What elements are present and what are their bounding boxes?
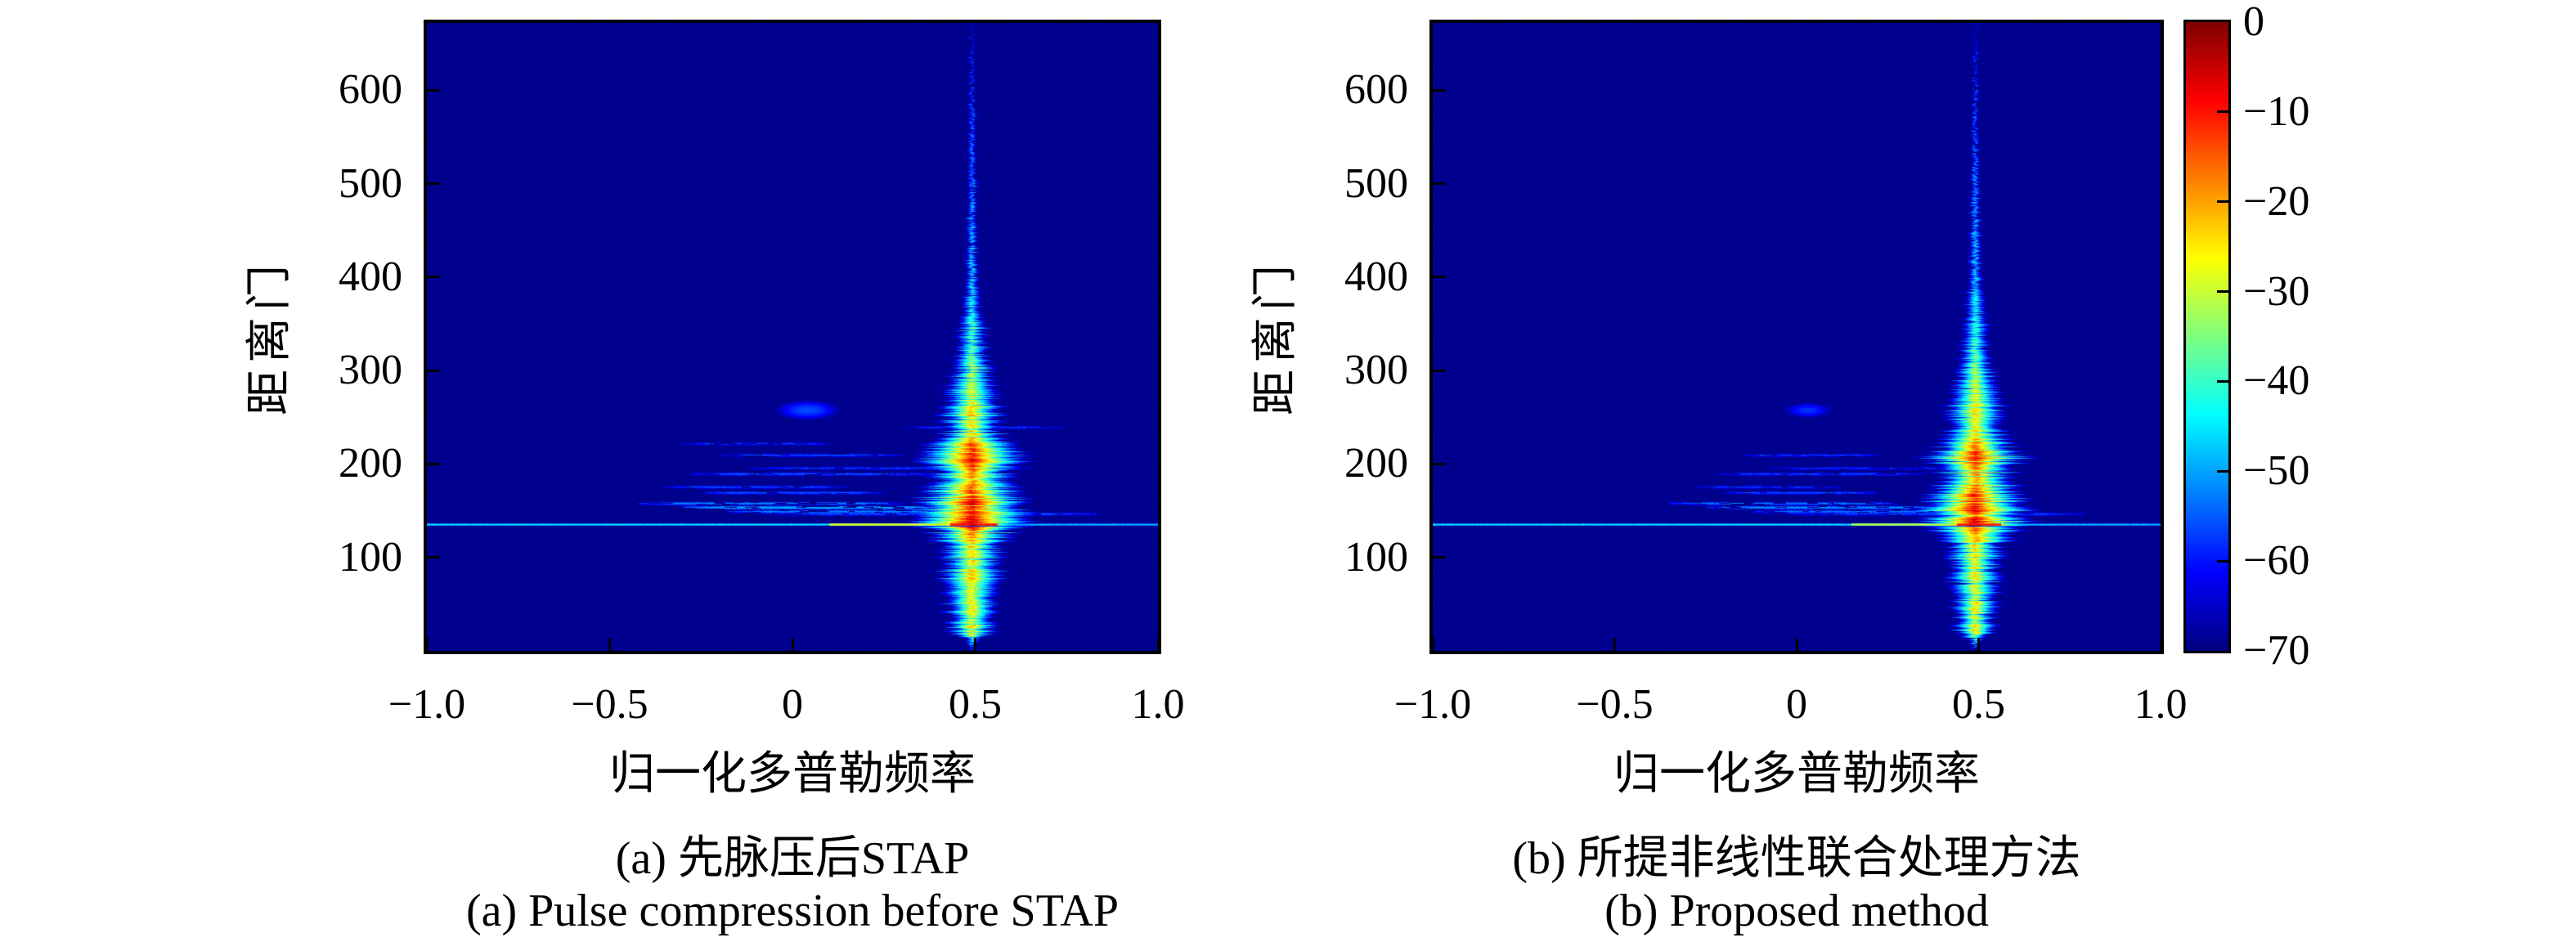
colorbar-tick-label: −30 xyxy=(2243,267,2310,315)
y-tick-label: 500 xyxy=(1344,159,1408,207)
y-tick-label: 100 xyxy=(339,533,402,581)
heatmap-canvas-b xyxy=(1433,23,2161,651)
y-tick-label: 600 xyxy=(339,66,402,114)
x-tick-mark xyxy=(974,638,976,651)
y-tick-mark xyxy=(1433,462,1446,465)
x-tick-mark xyxy=(1613,638,1616,651)
x-tick-label: −0.5 xyxy=(1576,681,1654,728)
y-tick-label: 200 xyxy=(339,440,402,487)
caption-a-en: (a) Pulse compression before STAP xyxy=(465,886,1120,936)
x-tick-label: −1.0 xyxy=(1393,681,1472,728)
y-tick-label: 400 xyxy=(339,253,402,300)
y-tick-mark xyxy=(427,182,440,186)
colorbar xyxy=(2183,20,2231,653)
colorbar-tick-label: −10 xyxy=(2243,87,2310,135)
colorbar-gradient-canvas xyxy=(2186,22,2228,651)
y-tick-mark xyxy=(427,276,440,279)
colorbar-tick-label: −40 xyxy=(2243,357,2310,405)
x-tick-mark xyxy=(1795,638,1798,651)
colorbar-tick-label: −60 xyxy=(2243,537,2310,585)
x-tick-label: 0 xyxy=(1786,681,1807,728)
x-tick-mark xyxy=(1431,638,1434,651)
x-tick-label: 1.0 xyxy=(2134,681,2188,728)
x-tick-label: −1.0 xyxy=(388,681,466,728)
colorbar-tick-mark xyxy=(2217,200,2228,204)
plot-area-a xyxy=(424,20,1161,654)
y-tick-label: 500 xyxy=(339,159,402,207)
y-tick-mark xyxy=(427,462,440,465)
y-tick-label: 300 xyxy=(1344,347,1408,394)
y-tick-mark xyxy=(1433,182,1446,186)
y-tick-label: 200 xyxy=(1344,440,1408,487)
y-tick-label: 100 xyxy=(1344,533,1408,581)
x-tick-mark xyxy=(1977,638,1980,651)
y-tick-label: 600 xyxy=(1344,66,1408,114)
caption-a-zh: (a) 先脉压后STAP xyxy=(615,833,970,884)
y-tick-label: 300 xyxy=(339,347,402,394)
colorbar-tick-mark xyxy=(2217,469,2228,473)
y-tick-label: 400 xyxy=(1344,253,1408,300)
x-tick-label: 0.5 xyxy=(1952,681,2005,728)
colorbar-tick-label: −70 xyxy=(2243,627,2310,674)
colorbar-tick-mark xyxy=(2217,379,2228,383)
y-tick-mark xyxy=(1433,88,1446,92)
y-tick-mark xyxy=(1433,369,1446,372)
colorbar-tick-mark xyxy=(2217,110,2228,114)
x-tick-mark xyxy=(1156,638,1160,651)
x-tick-mark xyxy=(425,638,429,651)
x-tick-label: 0 xyxy=(782,681,803,728)
colorbar-tick-label: 0 xyxy=(2243,0,2264,45)
heatmap-canvas-a xyxy=(427,23,1158,651)
y-tick-mark xyxy=(427,369,440,372)
y-tick-mark xyxy=(427,556,440,559)
x-axis-label-a: 归一化多普勒频率 xyxy=(609,749,976,800)
x-tick-label: −0.5 xyxy=(571,681,648,728)
x-tick-label: 0.5 xyxy=(949,681,1002,728)
caption-b-en: (b) Proposed method xyxy=(1604,886,1989,936)
colorbar-tick-label: −20 xyxy=(2243,177,2310,225)
x-tick-mark xyxy=(791,638,794,651)
caption-b-zh: (b) 所提非线性联合处理方法 xyxy=(1512,833,2081,884)
x-axis-label-b: 归一化多普勒频率 xyxy=(1613,749,1980,800)
colorbar-tick-mark xyxy=(2217,290,2228,294)
x-tick-mark xyxy=(608,638,611,651)
y-tick-mark xyxy=(1433,276,1446,279)
colorbar-tick-mark xyxy=(2217,559,2228,563)
x-tick-mark xyxy=(2159,638,2162,651)
x-tick-label: 1.0 xyxy=(1131,681,1185,728)
colorbar-tick-label: −50 xyxy=(2243,447,2310,495)
plot-area-b xyxy=(1429,20,2164,654)
y-tick-mark xyxy=(1433,556,1446,559)
y-tick-mark xyxy=(427,88,440,92)
